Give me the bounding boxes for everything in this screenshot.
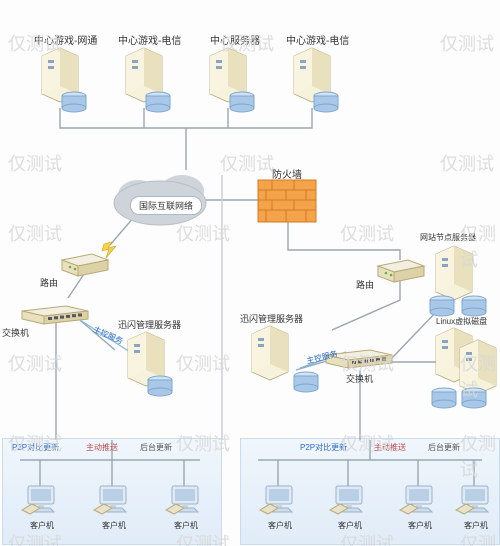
lbl-mgmt-r: 迅闪管理服务器 [240, 312, 303, 325]
lbl-node-r: 网站节点服务器 [420, 232, 476, 243]
cl-r2: 客户机 [338, 520, 362, 531]
cl-l2: 客户机 [102, 520, 126, 531]
cl-r1: 客户机 [268, 520, 292, 531]
lbl-linux: Linux虚拟磁盘 [436, 316, 487, 327]
tag-push-r: 主动推送 [374, 442, 406, 453]
lbl-switch-l: 交换机 [2, 326, 29, 339]
lbl-router-r: 路由 [356, 278, 374, 291]
watermark: 仅测试 [440, 150, 494, 176]
top-servers [42, 48, 338, 112]
lbl-top-s2: 中心游戏-电信 [118, 32, 181, 47]
tag-push-l: 主动推送 [86, 442, 118, 453]
lbl-top-s4: 中心游戏-电信 [286, 32, 349, 47]
mgmt-server-left [128, 332, 172, 396]
cl-l3: 客户机 [174, 520, 198, 531]
watermark: 仅测试 [176, 220, 230, 246]
tag-p2p-l: P2P对比更新 [12, 442, 59, 453]
watermark: 仅测试 [440, 30, 494, 56]
lbl-router-l: 路由 [40, 276, 58, 289]
bolt-icon-left [102, 242, 116, 258]
tag-p2p-r: P2P对比更新 [300, 442, 347, 453]
lbl-top-s1: 中心游戏-网通 [34, 32, 97, 47]
router-icon-left [62, 254, 108, 276]
cl-l1: 客户机 [30, 520, 54, 531]
switch-icon-left [22, 306, 88, 324]
watermark: 仅测试 [460, 220, 500, 272]
cloud-label: 国际互联网络 [130, 196, 202, 215]
watermark: 仅测试 [220, 150, 274, 176]
tag-back-r: 后台更新 [428, 442, 460, 453]
node-server-right [430, 246, 486, 316]
router-icon-right [378, 260, 424, 282]
tag-back-l: 后台更新 [140, 442, 172, 453]
lbl-firewall: 防火墙 [272, 166, 302, 181]
watermark: 仅测试 [8, 220, 62, 246]
linux-disk-stack [432, 328, 496, 408]
lbl-top-s3: 中心服务器 [210, 32, 260, 47]
watermark: 仅测试 [8, 150, 62, 176]
watermark: 仅测试 [340, 220, 394, 246]
watermark: 仅测试 [176, 350, 230, 376]
lbl-switch-r: 交换机 [346, 372, 373, 385]
lbl-link-r: 主控服务 [305, 348, 339, 366]
firewall-icon [258, 180, 316, 222]
lbl-mgmt-l: 迅闪管理服务器 [118, 318, 181, 331]
cl-r4: 客户机 [464, 520, 488, 531]
cl-r3: 客户机 [408, 520, 432, 531]
watermark: 仅测试 [460, 350, 500, 402]
diagram-stage: { "watermark_text": "仅测试", "watermark_co… [0, 0, 500, 546]
watermark: 仅测试 [8, 350, 62, 376]
